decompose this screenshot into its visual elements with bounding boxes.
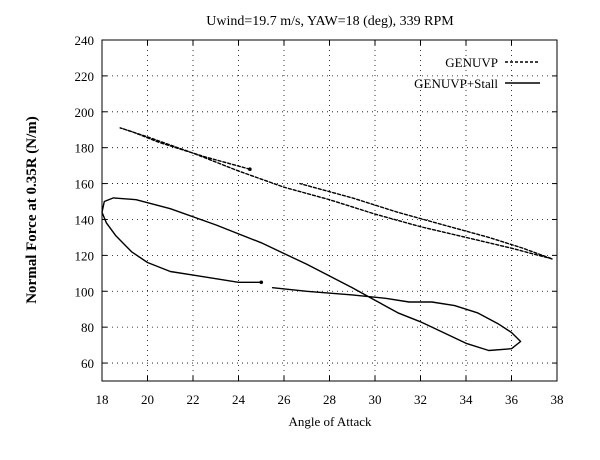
y-tick-label: 80: [81, 320, 94, 335]
y-tick-label: 200: [75, 105, 95, 120]
x-tick-label: 20: [141, 392, 154, 407]
x-tick-label: 28: [323, 392, 336, 407]
legend-label-genuvp: GENUVP: [445, 55, 498, 70]
series-start-point: [248, 167, 252, 172]
tick-layer: 18 20 22 24 26 28 30 32 34 36 38 60 80 100 120 140 160 18…: [75, 33, 564, 407]
y-tick-label: 220: [75, 69, 95, 84]
x-tick-label: 38: [551, 392, 564, 407]
x-tick-label: 22: [187, 392, 200, 407]
y-tick-label: 100: [75, 284, 95, 299]
chart-title: Uwind=19.7 m/s, YAW=18 (deg), 339 RPM: [206, 14, 454, 29]
x-axis-label: Angle of Attack: [288, 414, 372, 429]
grid-layer: [102, 39, 557, 381]
y-tick-label: 240: [75, 33, 95, 48]
series-layer: [101, 127, 554, 352]
legend: GENUVP GENUVP+Stall: [414, 55, 540, 91]
y-tick-label: 160: [75, 177, 95, 192]
y-tick-label: 180: [75, 141, 95, 156]
series-line-genuvp: [119, 127, 554, 260]
series-start-point: [259, 280, 264, 285]
y-tick-label: 60: [81, 356, 94, 371]
y-axis-label: Normal Force at 0.35R (N/m): [24, 116, 40, 304]
x-tick-label: 32: [414, 392, 427, 407]
y-tick-label: 140: [75, 212, 95, 227]
x-tick-label: 30: [369, 392, 382, 407]
x-tick-label: 26: [278, 392, 292, 407]
y-tick-label: 120: [75, 248, 95, 263]
series-line-genuvp-stall: [101, 197, 522, 352]
x-tick-label: 36: [505, 392, 519, 407]
plot-frame: [101, 39, 558, 382]
x-tick-label: 18: [96, 392, 109, 407]
x-tick-label: 34: [460, 392, 474, 407]
x-tick-label: 24: [232, 392, 246, 407]
legend-label-genuvp-stall: GENUVP+Stall: [414, 76, 498, 91]
